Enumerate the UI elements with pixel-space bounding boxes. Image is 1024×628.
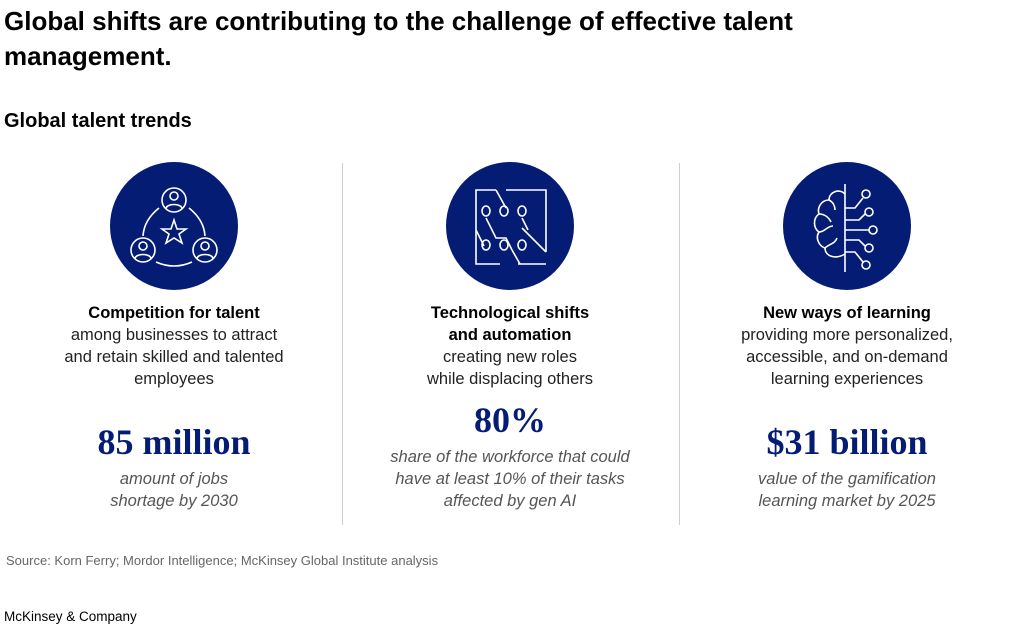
brain-circuit-icon	[783, 162, 911, 290]
trend-learning: New ways of learning providing more pers…	[682, 162, 1012, 512]
divider	[342, 163, 343, 525]
trend-heading: Technological shifts and automation	[430, 304, 590, 344]
trend-heading: Competition for talent	[88, 304, 260, 322]
trend-heading: New ways of learning	[763, 304, 931, 322]
trend-stat-description: value of the gamification learning marke…	[758, 470, 936, 510]
trend-stat: 85 million	[97, 422, 251, 462]
page-title: Global shifts are contributing to the ch…	[4, 6, 793, 71]
section-subtitle: Global talent trends	[4, 110, 192, 132]
trend-stat: $31 billion	[766, 422, 928, 462]
trend-stat-description: share of the workforce that could have a…	[390, 448, 630, 510]
circuit-board-icon	[446, 162, 574, 290]
trend-technology: Technological shifts and automation crea…	[345, 162, 675, 512]
trend-description: creating new roles while displacing othe…	[426, 348, 593, 388]
trend-description: among businesses to attract and retain s…	[64, 326, 284, 388]
trend-stat: 80%	[474, 400, 546, 440]
trend-description: providing more personalized, accessible,…	[741, 326, 953, 388]
source-note: Source: Korn Ferry; Mordor Intelligence;…	[6, 553, 439, 568]
people-network-star-icon	[110, 162, 238, 290]
trend-stat-description: amount of jobs shortage by 2030	[110, 470, 238, 510]
trend-competition: Competition for talent among businesses …	[9, 162, 339, 512]
divider	[679, 163, 680, 525]
company-logo: McKinsey & Company	[4, 609, 137, 624]
